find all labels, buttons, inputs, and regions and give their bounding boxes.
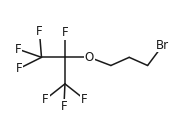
Text: F: F <box>81 93 88 106</box>
Text: F: F <box>36 25 43 38</box>
Text: F: F <box>16 62 22 75</box>
Text: Br: Br <box>156 39 169 52</box>
Text: F: F <box>42 93 49 106</box>
Text: F: F <box>62 26 68 39</box>
Text: F: F <box>61 100 67 113</box>
Text: O: O <box>85 51 94 64</box>
Text: F: F <box>15 43 21 56</box>
